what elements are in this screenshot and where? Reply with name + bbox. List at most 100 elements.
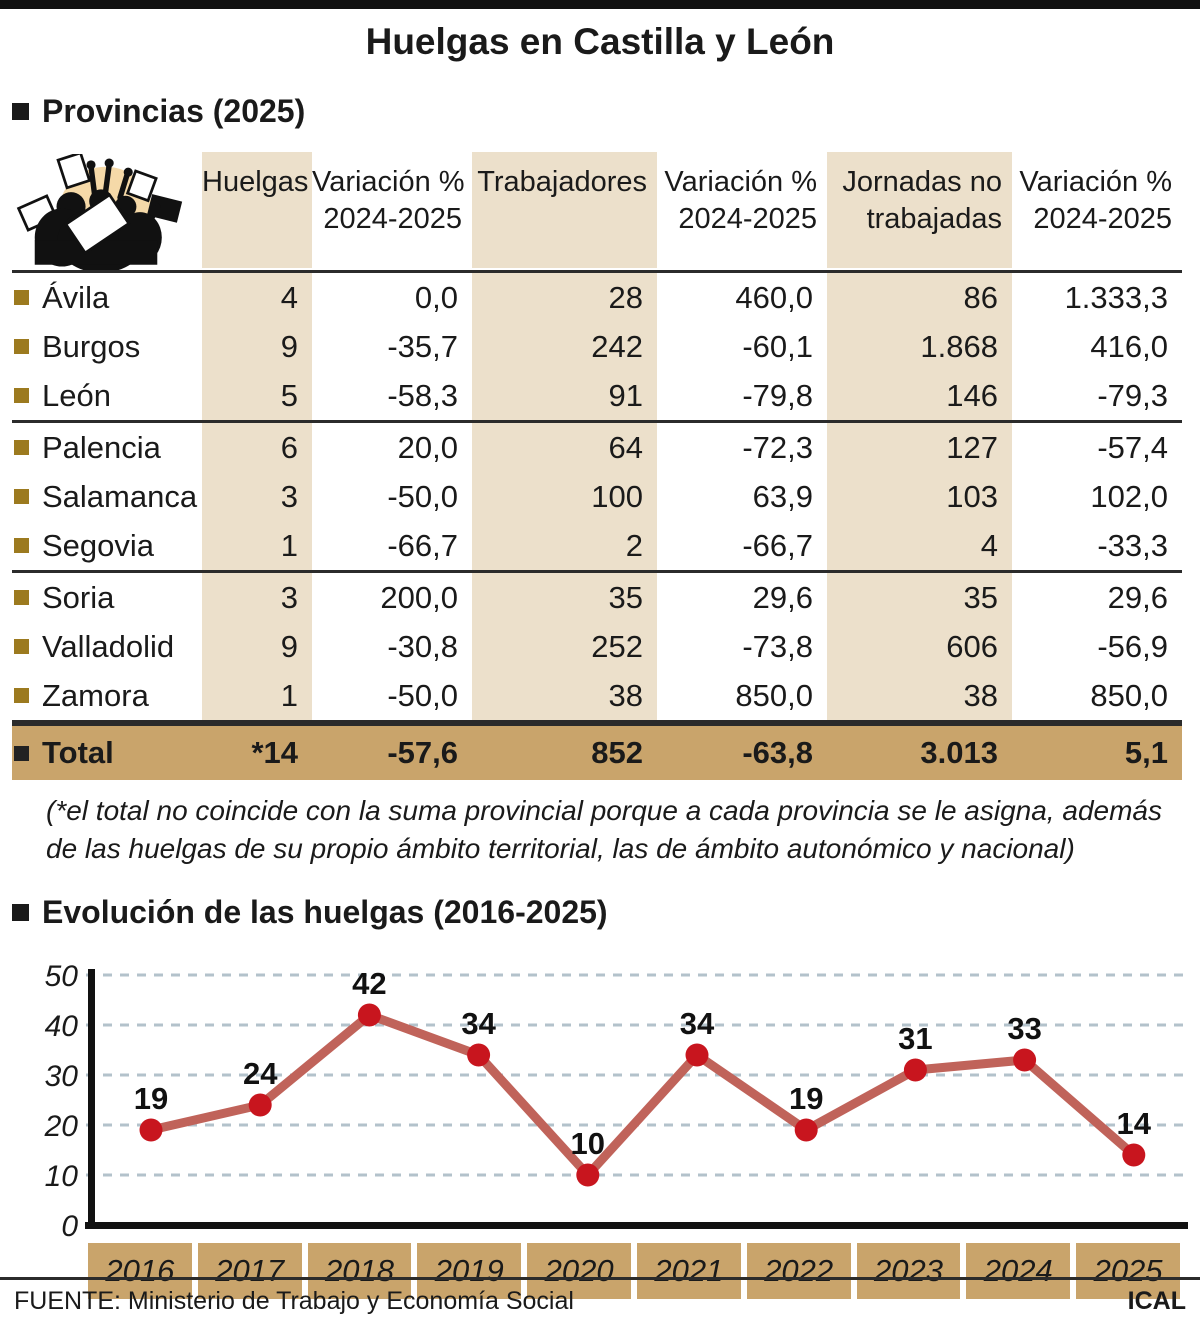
table-value-cell: 28	[472, 273, 657, 322]
province-bullet-icon	[14, 538, 29, 553]
table-value-cell: 35	[827, 573, 1012, 622]
data-point	[139, 1118, 163, 1142]
table-value-cell: 9	[202, 322, 312, 371]
y-tick-label: 50	[45, 960, 79, 993]
protest-crowd-icon	[16, 154, 183, 272]
province-name-cell: Salamanca	[12, 472, 202, 521]
table-divider	[12, 270, 1182, 273]
year-label-box: 2018	[307, 1243, 412, 1299]
table-value-cell: 4	[202, 273, 312, 322]
table-value-cell: 200,0	[380, 579, 458, 615]
table-divider	[12, 420, 1182, 423]
evolution-heading-label: Evolución de las huelgas (2016-2025)	[42, 894, 608, 930]
data-point	[1122, 1143, 1146, 1167]
table-value-cell: *14	[202, 726, 312, 780]
column-header-label: Huelgas	[202, 166, 309, 198]
table-icon-cell	[12, 152, 202, 272]
province-name: Valladolid	[42, 628, 175, 664]
y-tick-label: 10	[45, 1160, 79, 1193]
column-header: Variación % 2024-2025	[657, 152, 827, 268]
table-value-cell: 9	[202, 622, 312, 671]
column-header-label: Jornadas no	[842, 166, 1002, 198]
province-name-cell: Ávila	[12, 273, 202, 322]
table-value-cell: -66,7	[742, 527, 813, 563]
data-point-label: 34	[680, 1006, 715, 1041]
year-label-box: 2025	[1076, 1243, 1180, 1299]
table-value-cell: 35	[472, 573, 657, 622]
year-label-box: 2016	[88, 1243, 192, 1299]
column-header: Trabajadores	[472, 152, 657, 268]
table-value-cell: 850,0	[1090, 677, 1168, 713]
year-label-box: 2017	[197, 1243, 302, 1299]
table-value-cell: 3	[202, 472, 312, 521]
column-header-label: Variación %	[312, 166, 465, 198]
table-value-cell: 102,0	[1090, 478, 1168, 514]
data-point-label: 33	[1007, 1011, 1041, 1046]
data-point-label: 10	[571, 1126, 605, 1161]
province-name: Burgos	[42, 328, 141, 364]
year-axis-row: 2016 2017 2018 2019 2020 2021 2022 2023 2024 2025	[88, 1243, 1180, 1299]
source-label: FUENTE: Ministerio de Trabajo y Economía…	[14, 1287, 574, 1315]
table-value-cell: 29,6	[752, 579, 813, 615]
province-name: Salamanca	[42, 478, 198, 514]
y-axis-line	[88, 969, 95, 1227]
column-header: Jornadas no trabajadas	[827, 152, 1012, 268]
table-value-cell: 252	[472, 622, 657, 671]
column-header: Variación % 2024-2025	[1012, 152, 1182, 268]
data-point	[1013, 1048, 1037, 1072]
top-black-bar	[0, 0, 1200, 9]
table-value-cell: 416,0	[1090, 328, 1168, 364]
table-value-cell: 2	[472, 521, 657, 570]
x-axis-line	[85, 1222, 1188, 1229]
table-divider	[12, 720, 1182, 723]
column-header-label: 2024-2025	[323, 203, 462, 235]
evolution-line-chart: 0 10 20 30 40 50 19 24 42 34 10 34 19 31 33 14	[44, 960, 1188, 1237]
year-label-box: 2024	[966, 1243, 1071, 1299]
data-point-label: 34	[461, 1006, 496, 1041]
province-bullet-icon	[14, 290, 29, 305]
provinces-heading-label: Provincias (2025)	[42, 93, 306, 129]
province-name-cell: Palencia	[12, 423, 202, 472]
table-value-cell: 127	[827, 423, 1012, 472]
table-value-cell: 63,9	[752, 478, 813, 514]
table-value-cell: 242	[472, 322, 657, 371]
page-title: Huelgas en Castilla y León	[365, 21, 835, 62]
table-value-cell: 460,0	[735, 279, 813, 315]
table-divider	[12, 570, 1182, 573]
year-label-box: 2022	[746, 1243, 851, 1299]
column-header-label: trabajadas	[866, 203, 1002, 235]
table-value-cell: 6	[202, 423, 312, 472]
table-value-cell: -57,4	[1097, 429, 1168, 465]
evolution-chart: 0 10 20 30 40 50 19 24 42 34 10 34 19 31 33 14 2016 2017…	[0, 945, 1200, 1299]
data-point-label: 19	[789, 1081, 823, 1116]
province-name: Segovia	[42, 527, 155, 563]
data-point	[576, 1163, 600, 1187]
year-label-box: 2023	[856, 1243, 961, 1299]
year-label-box: 2020	[527, 1243, 631, 1299]
data-point-label: 42	[352, 966, 386, 1001]
data-line	[146, 1010, 1139, 1180]
table-value-cell: 38	[827, 671, 1012, 720]
table-value-cell: -73,8	[742, 628, 813, 664]
data-point-label: 31	[898, 1021, 932, 1056]
data-point-label: 24	[243, 1056, 278, 1091]
data-point	[685, 1043, 709, 1067]
year-label-box: 2021	[636, 1243, 741, 1299]
table-footnote: (*el total no coincide con la suma provi…	[46, 795, 1162, 864]
evolution-section-heading: Evolución de las huelgas (2016-2025)	[12, 894, 1200, 931]
table-value-cell: -63,8	[657, 726, 827, 780]
data-point-label: 19	[134, 1081, 168, 1116]
province-bullet-icon	[14, 688, 29, 703]
y-tick-label: 30	[45, 1060, 79, 1093]
table-value-cell: 64	[472, 423, 657, 472]
table-value-cell: 100	[472, 472, 657, 521]
province-bullet-icon	[14, 440, 29, 455]
table-value-cell: -66,7	[387, 527, 458, 563]
province-name-cell: Burgos	[12, 322, 202, 371]
data-point	[903, 1058, 927, 1082]
column-header-label: Variación %	[664, 166, 817, 198]
table-value-cell: 1	[202, 671, 312, 720]
year-label-box: 2019	[417, 1243, 522, 1299]
province-name-cell: Soria	[12, 573, 202, 622]
square-bullet-icon	[12, 103, 29, 120]
